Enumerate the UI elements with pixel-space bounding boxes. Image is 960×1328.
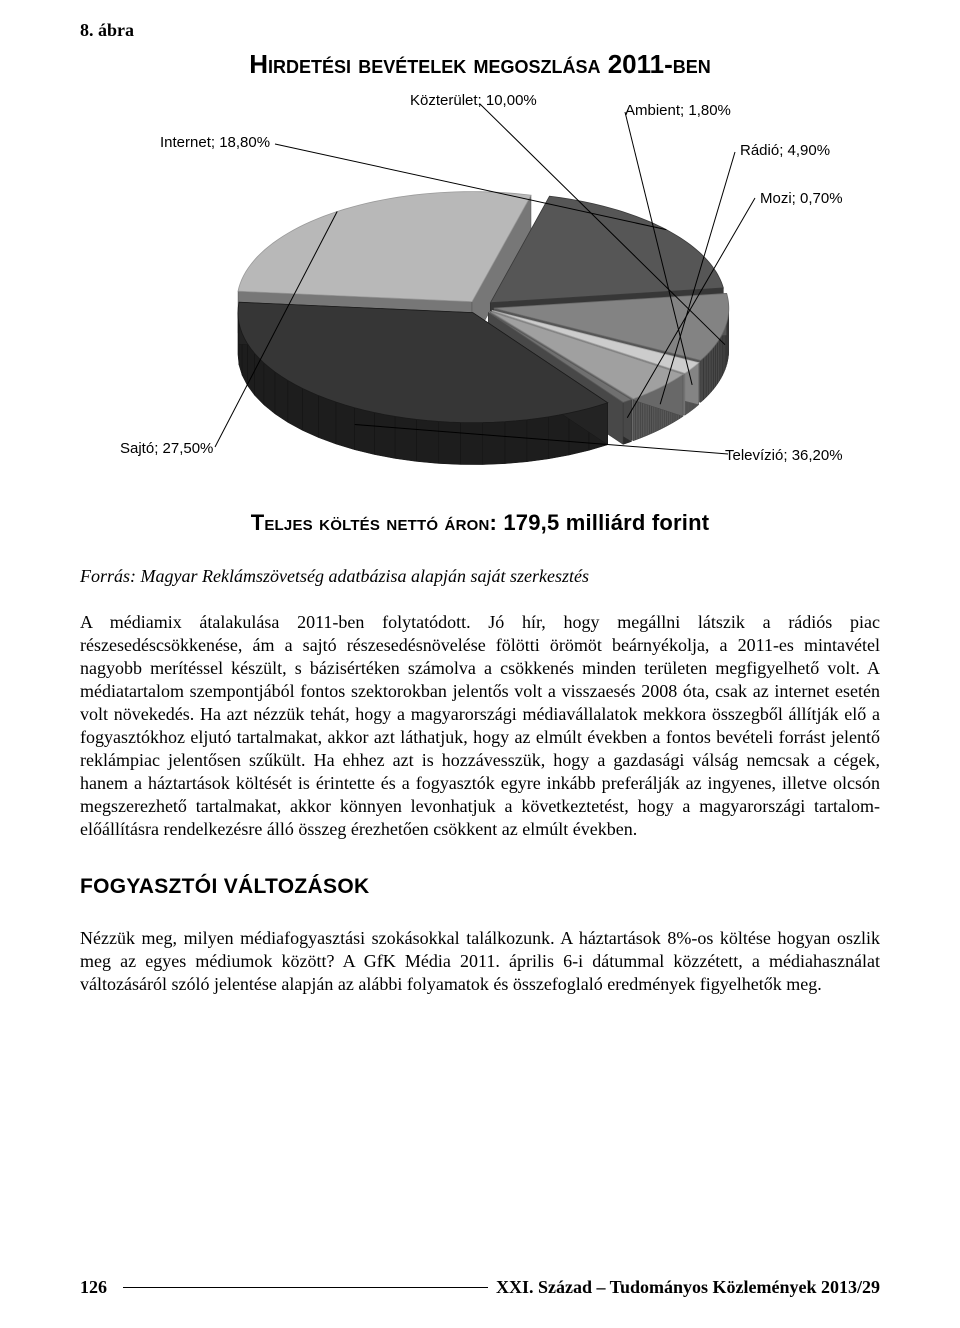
subtitle-prefix: Teljes költés nettó áron: xyxy=(251,510,497,535)
pie-chart: Internet; 18,80% Közterület; 10,00% Ambi… xyxy=(80,82,880,502)
chart-subtitle: Teljes költés nettó áron: 179,5 milliárd… xyxy=(80,510,880,536)
label-ambient: Ambient; 1,80% xyxy=(625,102,731,119)
label-kozterulet: Közterület; 10,00% xyxy=(410,92,537,109)
figure-label: 8. ábra xyxy=(80,20,880,41)
section-heading: FOGYASZTÓI VÁLTOZÁSOK xyxy=(80,875,880,899)
figure-source: Forrás: Magyar Reklámszövetség adatbázis… xyxy=(80,566,880,587)
body-paragraph-1: A médiamix átalakulása 2011-ben folytató… xyxy=(80,611,880,841)
subtitle-value: 179,5 milliárd forint xyxy=(503,510,709,535)
page-footer: 126 XXI. Század – Tudományos Közlemények… xyxy=(80,1277,880,1298)
chart-title: Hirdetési bevételek megoszlása 2011-ben xyxy=(80,49,880,80)
publication-name: XXI. Század – Tudományos Közlemények 201… xyxy=(496,1277,880,1298)
body-paragraph-2: Nézzük meg, milyen médiafogyasztási szok… xyxy=(80,927,880,996)
label-radio: Rádió; 4,90% xyxy=(740,142,830,159)
label-televizio: Televízió; 36,20% xyxy=(725,447,843,464)
page-number: 126 xyxy=(80,1277,115,1298)
footer-rule xyxy=(123,1287,488,1289)
label-mozi: Mozi; 0,70% xyxy=(760,190,843,207)
label-sajto: Sajtó; 27,50% xyxy=(120,440,213,457)
label-internet: Internet; 18,80% xyxy=(160,134,270,151)
